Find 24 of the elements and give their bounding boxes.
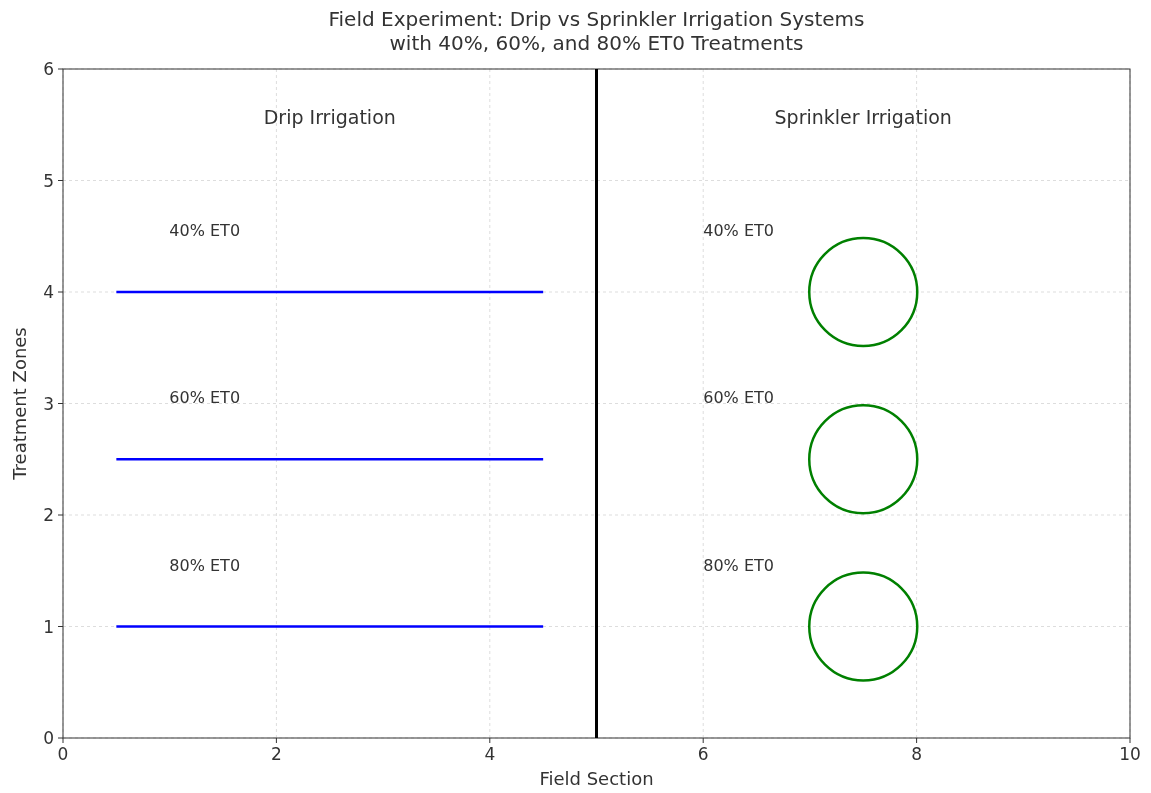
y-tick-label: 3 (43, 393, 54, 414)
y-tick-label: 1 (43, 616, 54, 637)
x-axis-title: Field Section (539, 768, 654, 789)
x-tick-label: 6 (697, 744, 709, 764)
x-tick-label: 2 (270, 744, 282, 764)
y-tick-label: 4 (43, 282, 54, 302)
chart-title: Field Experiment: Drip vs Sprinkler Irrigation Systems with 40%, 60%, and 80% ET0 Treatments (328, 7, 865, 55)
y-tick-label: 6 (43, 59, 54, 79)
annotation: 80% ET0 (703, 555, 774, 575)
x-tick-label: 4 (484, 744, 496, 764)
y-tick-label: 0 (43, 728, 54, 748)
y-tick-label: 2 (43, 505, 54, 525)
annotation: 80% ET0 (169, 555, 241, 575)
annotation: Sprinkler Irrigation (774, 106, 952, 128)
x-tick-label: 10 (1119, 744, 1141, 764)
annotation: 60% ET0 (169, 388, 241, 408)
annotation: 40% ET0 (703, 221, 774, 240)
y-tick-label: 5 (43, 170, 54, 191)
annotation: 40% ET0 (169, 221, 241, 240)
x-tick-label: 8 (911, 744, 923, 764)
x-tick-label: 0 (57, 744, 69, 764)
annotation: 60% ET0 (703, 388, 774, 408)
y-axis-title: Treatment Zones (9, 327, 30, 481)
annotation: Drip Irrigation (263, 106, 396, 128)
